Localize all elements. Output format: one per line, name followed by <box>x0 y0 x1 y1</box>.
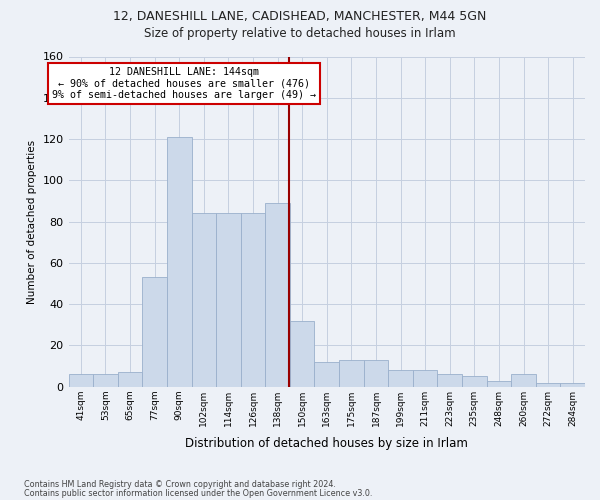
Bar <box>487 380 511 386</box>
Bar <box>216 214 241 386</box>
Text: 12, DANESHILL LANE, CADISHEAD, MANCHESTER, M44 5GN: 12, DANESHILL LANE, CADISHEAD, MANCHESTE… <box>113 10 487 23</box>
Bar <box>560 382 585 386</box>
Bar <box>142 278 167 386</box>
Bar <box>191 214 216 386</box>
Text: Contains public sector information licensed under the Open Government Licence v3: Contains public sector information licen… <box>24 489 373 498</box>
Bar <box>241 214 265 386</box>
Text: Size of property relative to detached houses in Irlam: Size of property relative to detached ho… <box>144 28 456 40</box>
Bar <box>93 374 118 386</box>
Bar <box>265 203 290 386</box>
Text: Contains HM Land Registry data © Crown copyright and database right 2024.: Contains HM Land Registry data © Crown c… <box>24 480 336 489</box>
Bar <box>413 370 437 386</box>
Bar <box>118 372 142 386</box>
Bar <box>364 360 388 386</box>
Bar <box>339 360 364 386</box>
Bar <box>167 137 191 386</box>
Y-axis label: Number of detached properties: Number of detached properties <box>27 140 37 304</box>
Bar <box>68 374 93 386</box>
Bar <box>536 382 560 386</box>
Bar <box>290 320 314 386</box>
Text: 12 DANESHILL LANE: 144sqm
← 90% of detached houses are smaller (476)
9% of semi-: 12 DANESHILL LANE: 144sqm ← 90% of detac… <box>52 67 316 100</box>
Bar <box>437 374 462 386</box>
Bar <box>314 362 339 386</box>
Bar <box>462 376 487 386</box>
Bar <box>388 370 413 386</box>
X-axis label: Distribution of detached houses by size in Irlam: Distribution of detached houses by size … <box>185 437 468 450</box>
Bar <box>511 374 536 386</box>
